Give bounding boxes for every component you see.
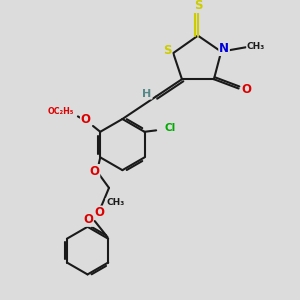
Text: CH₃: CH₃ bbox=[247, 42, 265, 51]
Text: H: H bbox=[142, 89, 152, 99]
Text: O: O bbox=[83, 213, 93, 226]
Text: CH₃: CH₃ bbox=[106, 199, 124, 208]
Text: Cl: Cl bbox=[164, 123, 176, 133]
Text: O: O bbox=[94, 206, 104, 219]
Text: N: N bbox=[219, 42, 229, 55]
Text: O: O bbox=[81, 113, 91, 126]
Text: O: O bbox=[242, 83, 252, 96]
Text: S: S bbox=[194, 0, 202, 12]
Text: O: O bbox=[89, 165, 100, 178]
Text: OC₂H₅: OC₂H₅ bbox=[48, 107, 74, 116]
Text: S: S bbox=[163, 44, 172, 57]
